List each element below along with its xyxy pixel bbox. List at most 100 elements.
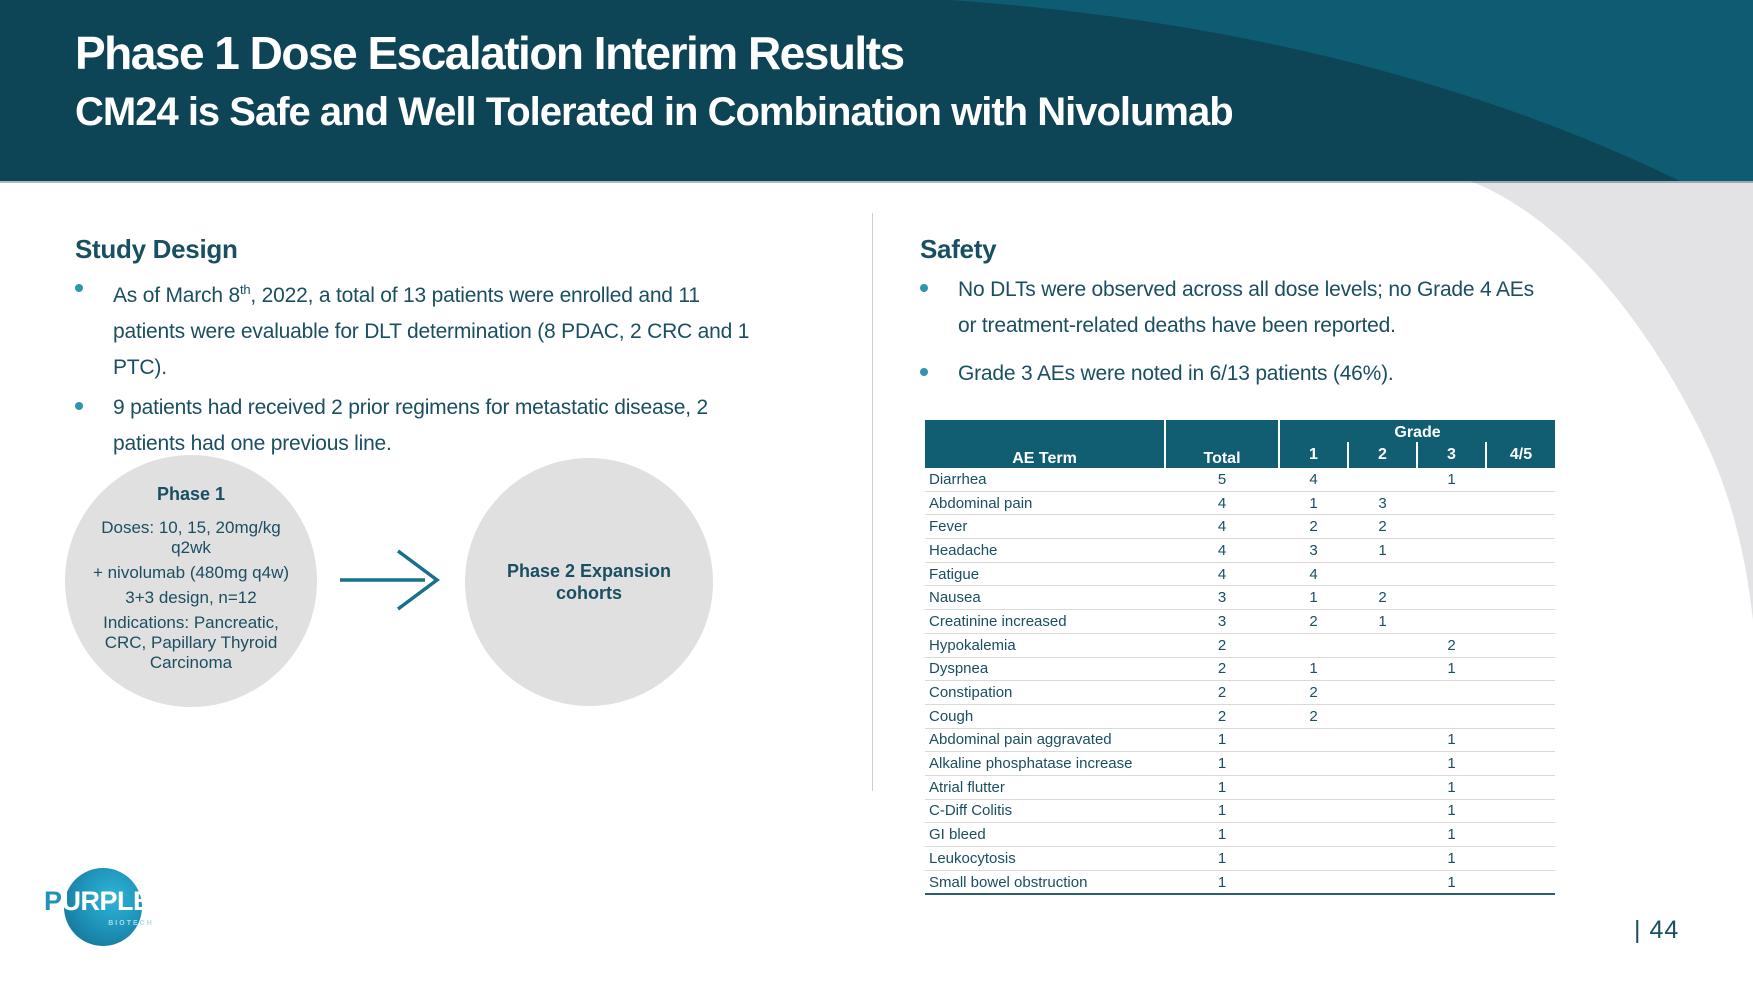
grade3-cell <box>1417 562 1486 587</box>
total-cell: 2 <box>1165 657 1279 682</box>
page-number: | 44 <box>1634 916 1680 944</box>
grade1-cell: 1 <box>1279 491 1348 516</box>
page-title: Phase 1 Dose Escalation Interim Results <box>75 27 905 79</box>
study-design-bullet-1-text: As of March 8th, 2022, a total of 13 pat… <box>113 272 773 386</box>
logo-letters-rest: URPLE <box>61 886 152 916</box>
table-row: Diarrhea 5 4 1 <box>925 468 1555 492</box>
safety-heading: Safety <box>920 234 997 264</box>
table-row: Dyspnea 2 1 1 <box>925 657 1555 682</box>
grade1-cell <box>1279 775 1348 800</box>
grade3-cell: 1 <box>1417 468 1486 492</box>
column-divider <box>872 213 873 791</box>
grade45-cell <box>1486 538 1555 563</box>
grade3-cell <box>1417 680 1486 705</box>
grade2-cell: 3 <box>1348 491 1417 516</box>
col-header-grade: Grade <box>1278 420 1555 442</box>
grade2-cell <box>1348 562 1417 587</box>
bullet-dot <box>920 284 928 292</box>
grade45-cell <box>1486 657 1555 682</box>
grade2-cell: 2 <box>1348 585 1417 611</box>
col-header-ae-term: AE Term <box>925 420 1165 468</box>
table-row: Hypokalemia 2 2 <box>925 633 1555 658</box>
bullet-1-post: , 2022, a total of 13 patients were enro… <box>113 284 750 379</box>
phase1-title: Phase 1 <box>156 484 226 504</box>
table-row: C-Diff Colitis 1 1 <box>925 799 1555 824</box>
grade2-cell <box>1348 775 1417 800</box>
grade3-cell <box>1417 491 1486 516</box>
grade2-cell <box>1348 704 1417 729</box>
grade45-cell <box>1486 468 1555 492</box>
purple-biotech-logo: PURPLE BIOTECH <box>40 858 180 958</box>
grade1-cell: 4 <box>1279 562 1348 587</box>
grade3-cell: 1 <box>1417 870 1486 896</box>
grade2-cell <box>1348 799 1417 824</box>
grade1-cell <box>1279 799 1348 824</box>
grade45-cell <box>1486 514 1555 540</box>
total-cell: 2 <box>1165 704 1279 729</box>
logo-letter-p: P <box>44 886 62 916</box>
phase1-detail-line: Indications: Pancreatic, CRC, Papillary … <box>103 613 279 672</box>
table-row: GI bleed 1 1 <box>925 822 1555 847</box>
table-header: AE Term Total Grade 1 2 3 4/5 <box>925 420 1555 468</box>
logo-circle-icon <box>64 868 142 946</box>
grade45-cell <box>1486 822 1555 847</box>
grade45-cell <box>1486 870 1555 896</box>
grade1-cell: 3 <box>1279 538 1348 563</box>
grade2-cell <box>1348 680 1417 705</box>
phase1-detail-line: 3+3 design, n=12 <box>125 588 257 607</box>
grade45-cell <box>1486 775 1555 800</box>
ae-term-cell: Abdominal pain aggravated <box>925 728 1165 753</box>
table-row: Abdominal pain aggravated 1 1 <box>925 728 1555 753</box>
table-row: Cough 2 2 <box>925 704 1555 729</box>
phase1-circle: Phase 1 Doses: 10, 15, 20mg/kg q2wk + niv… <box>65 455 317 707</box>
bullet-dot <box>920 368 928 376</box>
total-cell: 5 <box>1165 468 1279 492</box>
safety-bullet-1-text: No DLTs were observed across all dose le… <box>958 278 1534 337</box>
table-row: Nausea 3 1 2 <box>925 585 1555 611</box>
ae-term-cell: Dyspnea <box>925 657 1165 682</box>
total-cell: 3 <box>1165 585 1279 611</box>
study-design-bullet-2-text: 9 patients had received 2 prior regimens… <box>113 396 708 455</box>
ae-term-cell: Hypokalemia <box>925 633 1165 658</box>
col-header-grade-3: 3 <box>1416 442 1486 468</box>
table-row: Fatigue 4 4 <box>925 562 1555 587</box>
grade45-cell <box>1486 585 1555 611</box>
total-cell: 1 <box>1165 870 1279 896</box>
grade2-cell <box>1348 657 1417 682</box>
total-cell: 1 <box>1165 728 1279 753</box>
total-cell: 2 <box>1165 633 1279 658</box>
grade45-cell <box>1486 799 1555 824</box>
grade2-cell <box>1348 633 1417 658</box>
page-subtitle: CM24 is Safe and Well Tolerated in Combi… <box>75 90 1234 134</box>
gray-arc-shape <box>1470 181 1753 620</box>
grade3-cell: 1 <box>1417 751 1486 776</box>
col-header-grade-1: 1 <box>1278 442 1348 468</box>
grade2-cell <box>1348 822 1417 847</box>
grade1-cell <box>1279 751 1348 776</box>
phase2-title: Phase 2 Expansion cohorts <box>506 561 672 603</box>
grade1-cell: 2 <box>1279 680 1348 705</box>
phase1-detail-line: + nivolumab (480mg q4w) <box>92 563 290 582</box>
grade1-cell: 2 <box>1279 609 1348 634</box>
grade45-cell <box>1486 846 1555 871</box>
grade3-cell <box>1417 514 1486 540</box>
phase1-detail-line: Doses: 10, 15, 20mg/kg q2wk <box>101 518 281 557</box>
header-arc-shape <box>950 0 1753 181</box>
grade1-cell <box>1279 728 1348 753</box>
grade3-cell <box>1417 585 1486 611</box>
grade45-cell <box>1486 751 1555 776</box>
ae-term-cell: Nausea <box>925 585 1165 611</box>
grade1-cell: 1 <box>1279 657 1348 682</box>
total-cell: 4 <box>1165 491 1279 516</box>
logo-subtext: BIOTECH <box>108 920 154 927</box>
safety-bullet-1: No DLTs were observed across all dose le… <box>920 272 1560 344</box>
total-cell: 1 <box>1165 775 1279 800</box>
right-arrow-icon <box>340 549 440 611</box>
header-band-edge <box>0 181 1753 183</box>
ae-term-cell: Leukocytosis <box>925 846 1165 871</box>
bullet-dot <box>75 284 83 292</box>
grade3-cell: 1 <box>1417 822 1486 847</box>
col-header-grade-2: 2 <box>1347 442 1417 468</box>
